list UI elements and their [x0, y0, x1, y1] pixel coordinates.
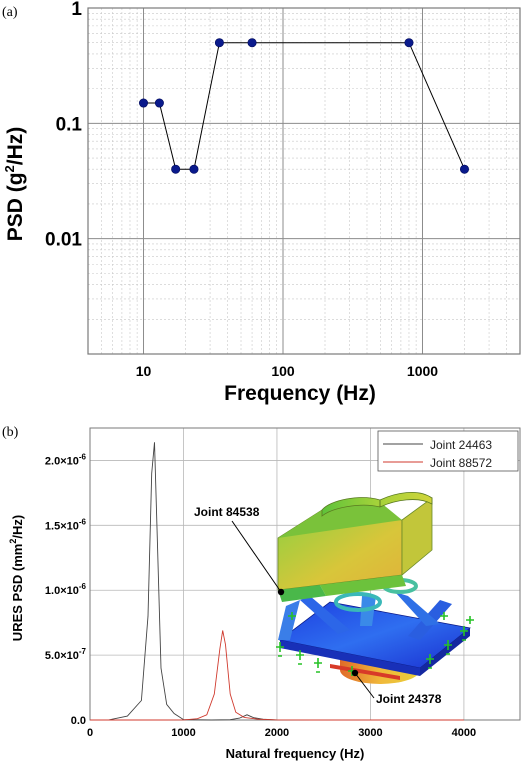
x-tick-label: 4000 [452, 727, 476, 739]
panel-b-y-axis-title: URES PSD (mm2/Hz) [8, 515, 25, 641]
legend-entry-joint-24463: Joint 24463 [430, 438, 492, 452]
annotation-joint-24378-leader [354, 672, 375, 699]
panel-a-major-grid [88, 8, 520, 354]
psd-data-point [247, 38, 257, 48]
series-line-joint-88572 [90, 630, 464, 721]
y-tick-label: 0.1 [56, 114, 83, 135]
panel-a-frame [87, 7, 521, 355]
legend-entry-joint-88572: Joint 88572 [430, 456, 492, 470]
psd-data-point [154, 98, 164, 108]
y-tick-label: 5.0×10-7 [45, 647, 87, 662]
y-tick-label: 0.01 [45, 230, 82, 251]
panel-a-plot-area [87, 7, 521, 355]
panel-b-x-ticks: 0 1000 2000 3000 4000 [87, 727, 476, 739]
y-tick-label: 0.0 [71, 715, 86, 727]
panel-a-label: (a) [2, 5, 18, 20]
psd-data-point [214, 38, 224, 48]
psd-profile-line [143, 42, 465, 170]
panel-b-ures-psd-chart: (b) [2, 425, 521, 761]
annotation-joint-84538-leader [231, 520, 282, 593]
psd-data-point [189, 164, 199, 174]
panel-b-annotations: Joint 84538 Joint 24378 [194, 505, 442, 706]
x-tick-label: 1000 [407, 363, 438, 379]
annotation-joint-84538: Joint 84538 [194, 505, 260, 519]
annotation-joint-84538-marker [277, 588, 285, 596]
annotation-joint-24378: Joint 24378 [376, 692, 442, 706]
panel-a-y-ticks: 1 0.1 0.01 [45, 0, 82, 251]
panel-a-x-axis-title: Frequency (Hz) [224, 382, 376, 405]
panel-a-series [139, 38, 469, 174]
panel-b-label: (b) [2, 425, 19, 440]
panel-b-series [89, 442, 464, 721]
x-tick-label: 1000 [171, 727, 195, 739]
panel-b-y-ticks: 0.0 5.0×10-7 1.0×10-6 1.5×10-6 2.0×10-6 [45, 452, 87, 727]
x-tick-label: 2000 [265, 727, 289, 739]
y-tick-label: 1 [71, 0, 82, 20]
panel-a-minor-grid [88, 8, 520, 354]
x-tick-label: 0 [87, 727, 93, 739]
psd-data-point [139, 98, 149, 108]
panel-a-y-axis-title: PSD (g2/Hz) [2, 127, 27, 242]
y-tick-label: 1.0×10-6 [45, 582, 87, 597]
panel-b-legend: Joint 24463 Joint 88572 [377, 430, 519, 472]
psd-data-point [404, 38, 414, 48]
y-tick-label: 1.5×10-6 [45, 517, 87, 532]
x-tick-label: 10 [136, 363, 152, 379]
panel-a-x-ticks: 10 100 1000 [136, 363, 439, 379]
annotation-joint-24378-marker [351, 669, 359, 677]
psd-data-point [459, 164, 469, 174]
x-tick-label: 100 [271, 363, 295, 379]
y-tick-label: 2.0×10-6 [45, 452, 87, 467]
x-tick-label: 3000 [358, 727, 382, 739]
legend-box [377, 430, 519, 472]
psd-data-point [171, 164, 181, 174]
fea-model-illustration [276, 491, 474, 684]
panel-b-x-axis-title: Natural frequency (Hz) [226, 746, 365, 761]
panel-a-psd-chart: (a) 10 100 1000 1 0.1 0.01 Frequency (Hz) PS… [2, 0, 521, 405]
